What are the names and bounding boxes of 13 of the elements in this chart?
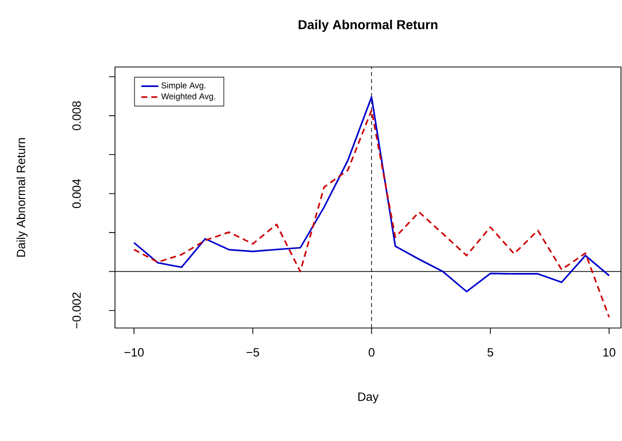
chart-title: Daily Abnormal Return: [298, 20, 438, 32]
x-tick-label: −5: [246, 348, 260, 357]
x-axis-title: Day: [358, 392, 379, 404]
y-tick-label: 0.008: [72, 101, 81, 130]
x-tick-label: 0: [368, 348, 374, 357]
legend-label: Simple Avg.: [161, 82, 206, 90]
y-tick-label: 0.004: [72, 179, 81, 208]
legend-label: Weighted Avg.: [161, 93, 216, 101]
y-tick-label: −0.002: [72, 292, 81, 328]
x-tick-label: 5: [488, 348, 494, 357]
y-axis-title: Daily Abnormal Return: [16, 138, 28, 257]
x-tick-label: 10: [603, 348, 616, 357]
x-tick-label: −10: [124, 348, 144, 357]
